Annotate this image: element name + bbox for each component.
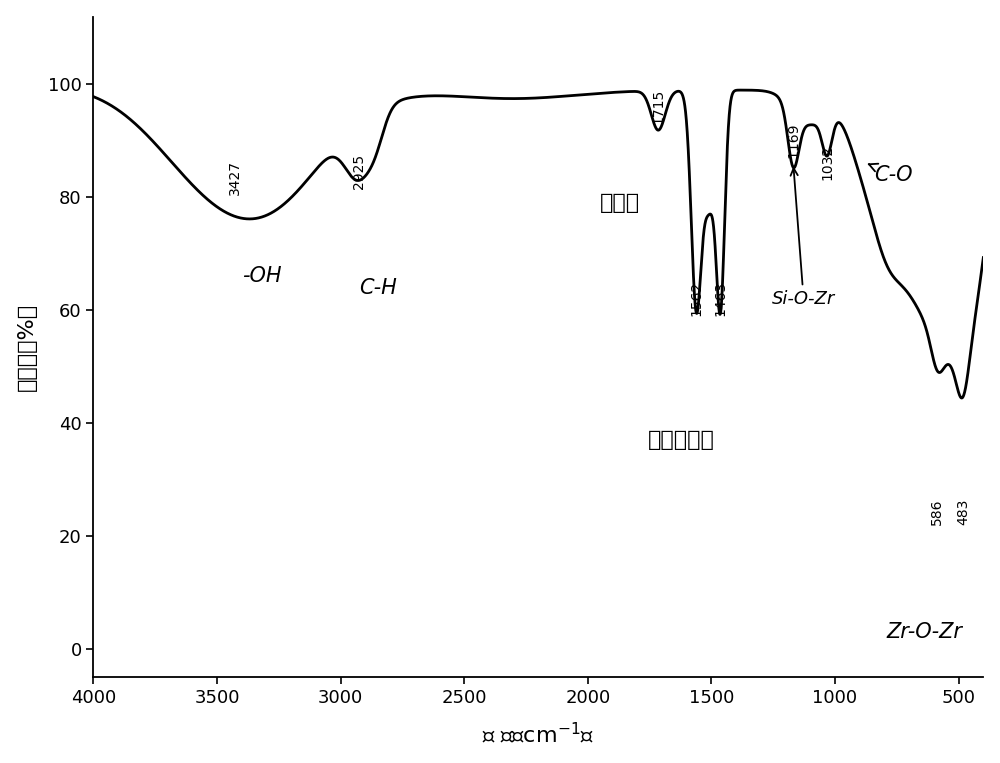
Text: 1169: 1169 — [786, 122, 800, 158]
Text: 3427: 3427 — [228, 159, 242, 195]
Text: 586: 586 — [930, 498, 944, 525]
Text: 483: 483 — [956, 498, 970, 525]
Text: 酯羰基: 酯羰基 — [600, 193, 640, 213]
Y-axis label: 透射率（%）: 透射率（%） — [17, 303, 37, 391]
Text: 1463: 1463 — [714, 281, 728, 316]
X-axis label: 波 数（cm$^{-1}$）: 波 数（cm$^{-1}$） — [482, 721, 594, 746]
Text: 1562: 1562 — [689, 281, 703, 316]
Text: C-O: C-O — [869, 164, 913, 185]
Text: 大共轭酯基: 大共轭酯基 — [648, 430, 715, 450]
Text: Si-O-Zr: Si-O-Zr — [772, 169, 835, 308]
Text: Zr-O-Zr: Zr-O-Zr — [886, 623, 962, 642]
Text: 1715: 1715 — [651, 89, 665, 124]
Text: 2925: 2925 — [352, 154, 366, 189]
Text: C-H: C-H — [359, 278, 397, 298]
Text: 1032: 1032 — [820, 145, 834, 180]
Text: -OH: -OH — [242, 266, 281, 286]
